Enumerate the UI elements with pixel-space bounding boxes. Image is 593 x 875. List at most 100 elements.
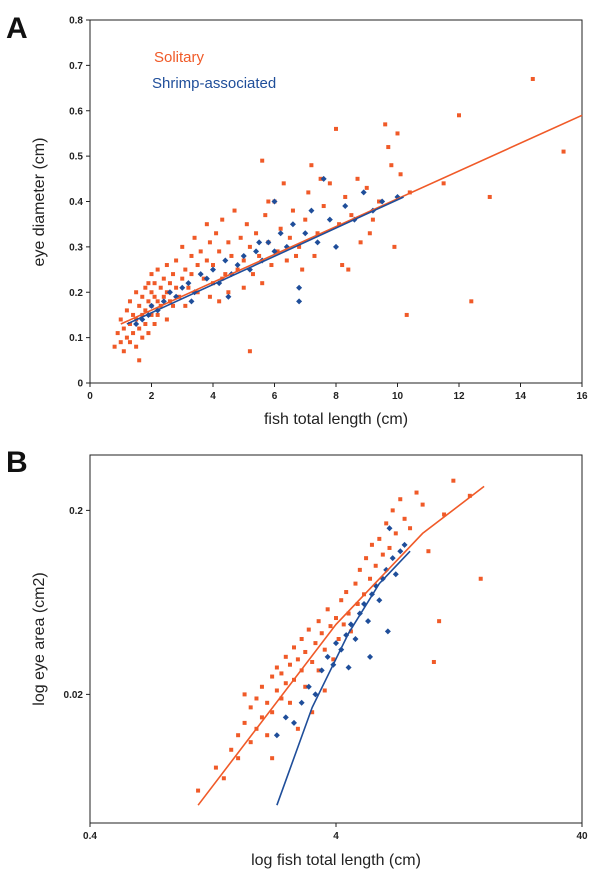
panel-a-point-shrimp-associated xyxy=(179,284,186,291)
panel-a-x-tick-label: 2 xyxy=(149,391,155,402)
panel-a-point-solitary xyxy=(143,308,148,313)
panel-a-x-tick-label: 8 xyxy=(333,391,339,402)
panel-a-y-tick-label: 0.7 xyxy=(69,61,83,72)
panel-b-point-solitary xyxy=(248,705,253,710)
panel-b-point-solitary xyxy=(221,776,226,781)
panel-a-point-solitary xyxy=(284,258,289,263)
panel-a-point-solitary xyxy=(247,244,252,249)
legend-shrimp-associated: Shrimp-associated xyxy=(152,75,276,92)
panel-a-point-solitary xyxy=(358,240,363,245)
panel-a-point-shrimp-associated xyxy=(342,203,349,210)
panel-a-point-shrimp-associated xyxy=(302,230,309,237)
panel-b-point-shrimp-associated xyxy=(401,541,408,548)
panel-a-point-solitary xyxy=(250,272,255,277)
panel-a-point-shrimp-associated xyxy=(185,280,192,287)
panel-b-point-solitary xyxy=(316,619,321,624)
panel-b-point-shrimp-associated xyxy=(312,691,319,698)
panel-a-fit-line-shrimp-associated xyxy=(126,196,404,325)
panel-a-point-shrimp-associated xyxy=(197,271,204,278)
panel-b-point-shrimp-associated xyxy=(389,555,396,562)
panel-b-point-solitary xyxy=(346,611,351,616)
panel-b-point-solitary xyxy=(377,536,382,541)
panel-a-point-shrimp-associated xyxy=(166,289,173,296)
panel-b-plot-area xyxy=(89,454,583,824)
panel-a-point-solitary xyxy=(155,312,160,317)
panel-a-point-shrimp-associated xyxy=(160,298,167,305)
panel-a-point-shrimp-associated xyxy=(234,262,241,269)
panel-b-point-solitary xyxy=(313,641,318,646)
panel-a-y-tick-label: 0 xyxy=(77,379,83,390)
panel-b-point-solitary xyxy=(331,657,336,662)
panel-a-point-solitary xyxy=(327,181,332,186)
panel-a-point-solitary xyxy=(201,276,206,281)
panel-a-point-solitary xyxy=(207,240,212,245)
panel-a-fit-line-solitary xyxy=(120,114,583,325)
panel-a-point-solitary xyxy=(561,149,566,154)
panel-a-point-solitary xyxy=(131,312,136,317)
panel-a-point-solitary xyxy=(235,267,240,272)
panel-b-point-solitary xyxy=(213,765,218,770)
panel-a-point-solitary xyxy=(321,204,326,209)
panel-a-point-solitary xyxy=(309,163,314,168)
panel-a-point-solitary xyxy=(346,267,351,272)
panel-a-point-solitary xyxy=(164,263,169,268)
panel-b-point-shrimp-associated xyxy=(318,667,325,674)
panel-b-point-solitary xyxy=(242,720,247,725)
panel-a-y-tick-label: 0.5 xyxy=(69,152,83,163)
panel-a-point-solitary xyxy=(137,303,142,308)
panel-b-point-solitary xyxy=(299,637,304,641)
panel-b-point-shrimp-associated xyxy=(345,664,352,671)
panel-a-point-solitary xyxy=(180,276,185,281)
panel-b-point-solitary xyxy=(373,563,378,568)
panel-a-point-shrimp-associated xyxy=(296,284,303,291)
panel-b-point-solitary xyxy=(248,740,253,745)
panel-a-point-shrimp-associated xyxy=(296,298,303,305)
panel-a-point-solitary xyxy=(306,190,311,195)
panel-a-point-shrimp-associated xyxy=(265,239,272,246)
panel-a-point-solitary xyxy=(127,299,132,304)
panel-a-point-solitary xyxy=(198,249,203,254)
panel-a-point-solitary xyxy=(180,244,185,249)
panel-b-point-solitary xyxy=(270,674,275,679)
panel-a-point-solitary xyxy=(312,253,317,258)
panel-b-point-solitary xyxy=(414,490,419,495)
panel-b-point-solitary xyxy=(393,531,398,536)
panel-b-point-solitary xyxy=(408,526,413,531)
panel-b-point-solitary xyxy=(287,662,292,667)
panel-b-point-solitary xyxy=(303,649,308,654)
panel-b-x-axis-title: log fish total length (cm) xyxy=(251,852,421,869)
panel-b-point-solitary xyxy=(355,601,360,606)
panel-b-point-shrimp-associated xyxy=(376,597,383,604)
panel-b-point-solitary xyxy=(295,726,300,731)
panel-a-point-solitary xyxy=(127,322,132,327)
panel-a-point-solitary xyxy=(192,235,197,240)
panel-a-y-tick-label: 0.3 xyxy=(69,242,83,253)
panel-a-point-solitary xyxy=(167,281,172,286)
panel-a-point-shrimp-associated xyxy=(379,198,386,205)
panel-a-point-shrimp-associated xyxy=(277,230,284,237)
panel-b-point-solitary xyxy=(431,659,436,664)
panel-a-point-solitary xyxy=(487,194,492,199)
panel-a-point-solitary xyxy=(195,263,200,268)
panel-a-x-tick-label: 10 xyxy=(392,391,404,402)
panel-a-point-shrimp-associated xyxy=(360,189,367,196)
panel-a-point-solitary xyxy=(204,258,209,263)
panel-a-point-solitary xyxy=(137,326,142,331)
panel-a-point-solitary xyxy=(211,281,215,286)
panel-a-letter: A xyxy=(6,12,28,45)
panel-b-point-solitary xyxy=(369,542,374,547)
panel-a-x-tick-label: 6 xyxy=(272,391,278,402)
panel-a-point-solitary xyxy=(146,281,151,286)
panel-a-point-solitary xyxy=(164,290,169,295)
panel-a-y-tick-label: 0.8 xyxy=(69,16,83,27)
panel-b-point-solitary xyxy=(236,733,241,738)
panel-a-point-solitary xyxy=(146,331,151,336)
panel-b-points xyxy=(196,478,483,793)
panel-b-point-solitary xyxy=(274,665,279,670)
panel-a-point-solitary xyxy=(241,285,246,290)
panel-a-point-shrimp-associated xyxy=(253,248,260,255)
panel-b-point-solitary xyxy=(353,581,358,586)
panel-a-point-solitary xyxy=(171,272,176,277)
panel-b-point-solitary xyxy=(426,549,431,554)
panel-b-fit-line-solitary xyxy=(197,485,485,806)
